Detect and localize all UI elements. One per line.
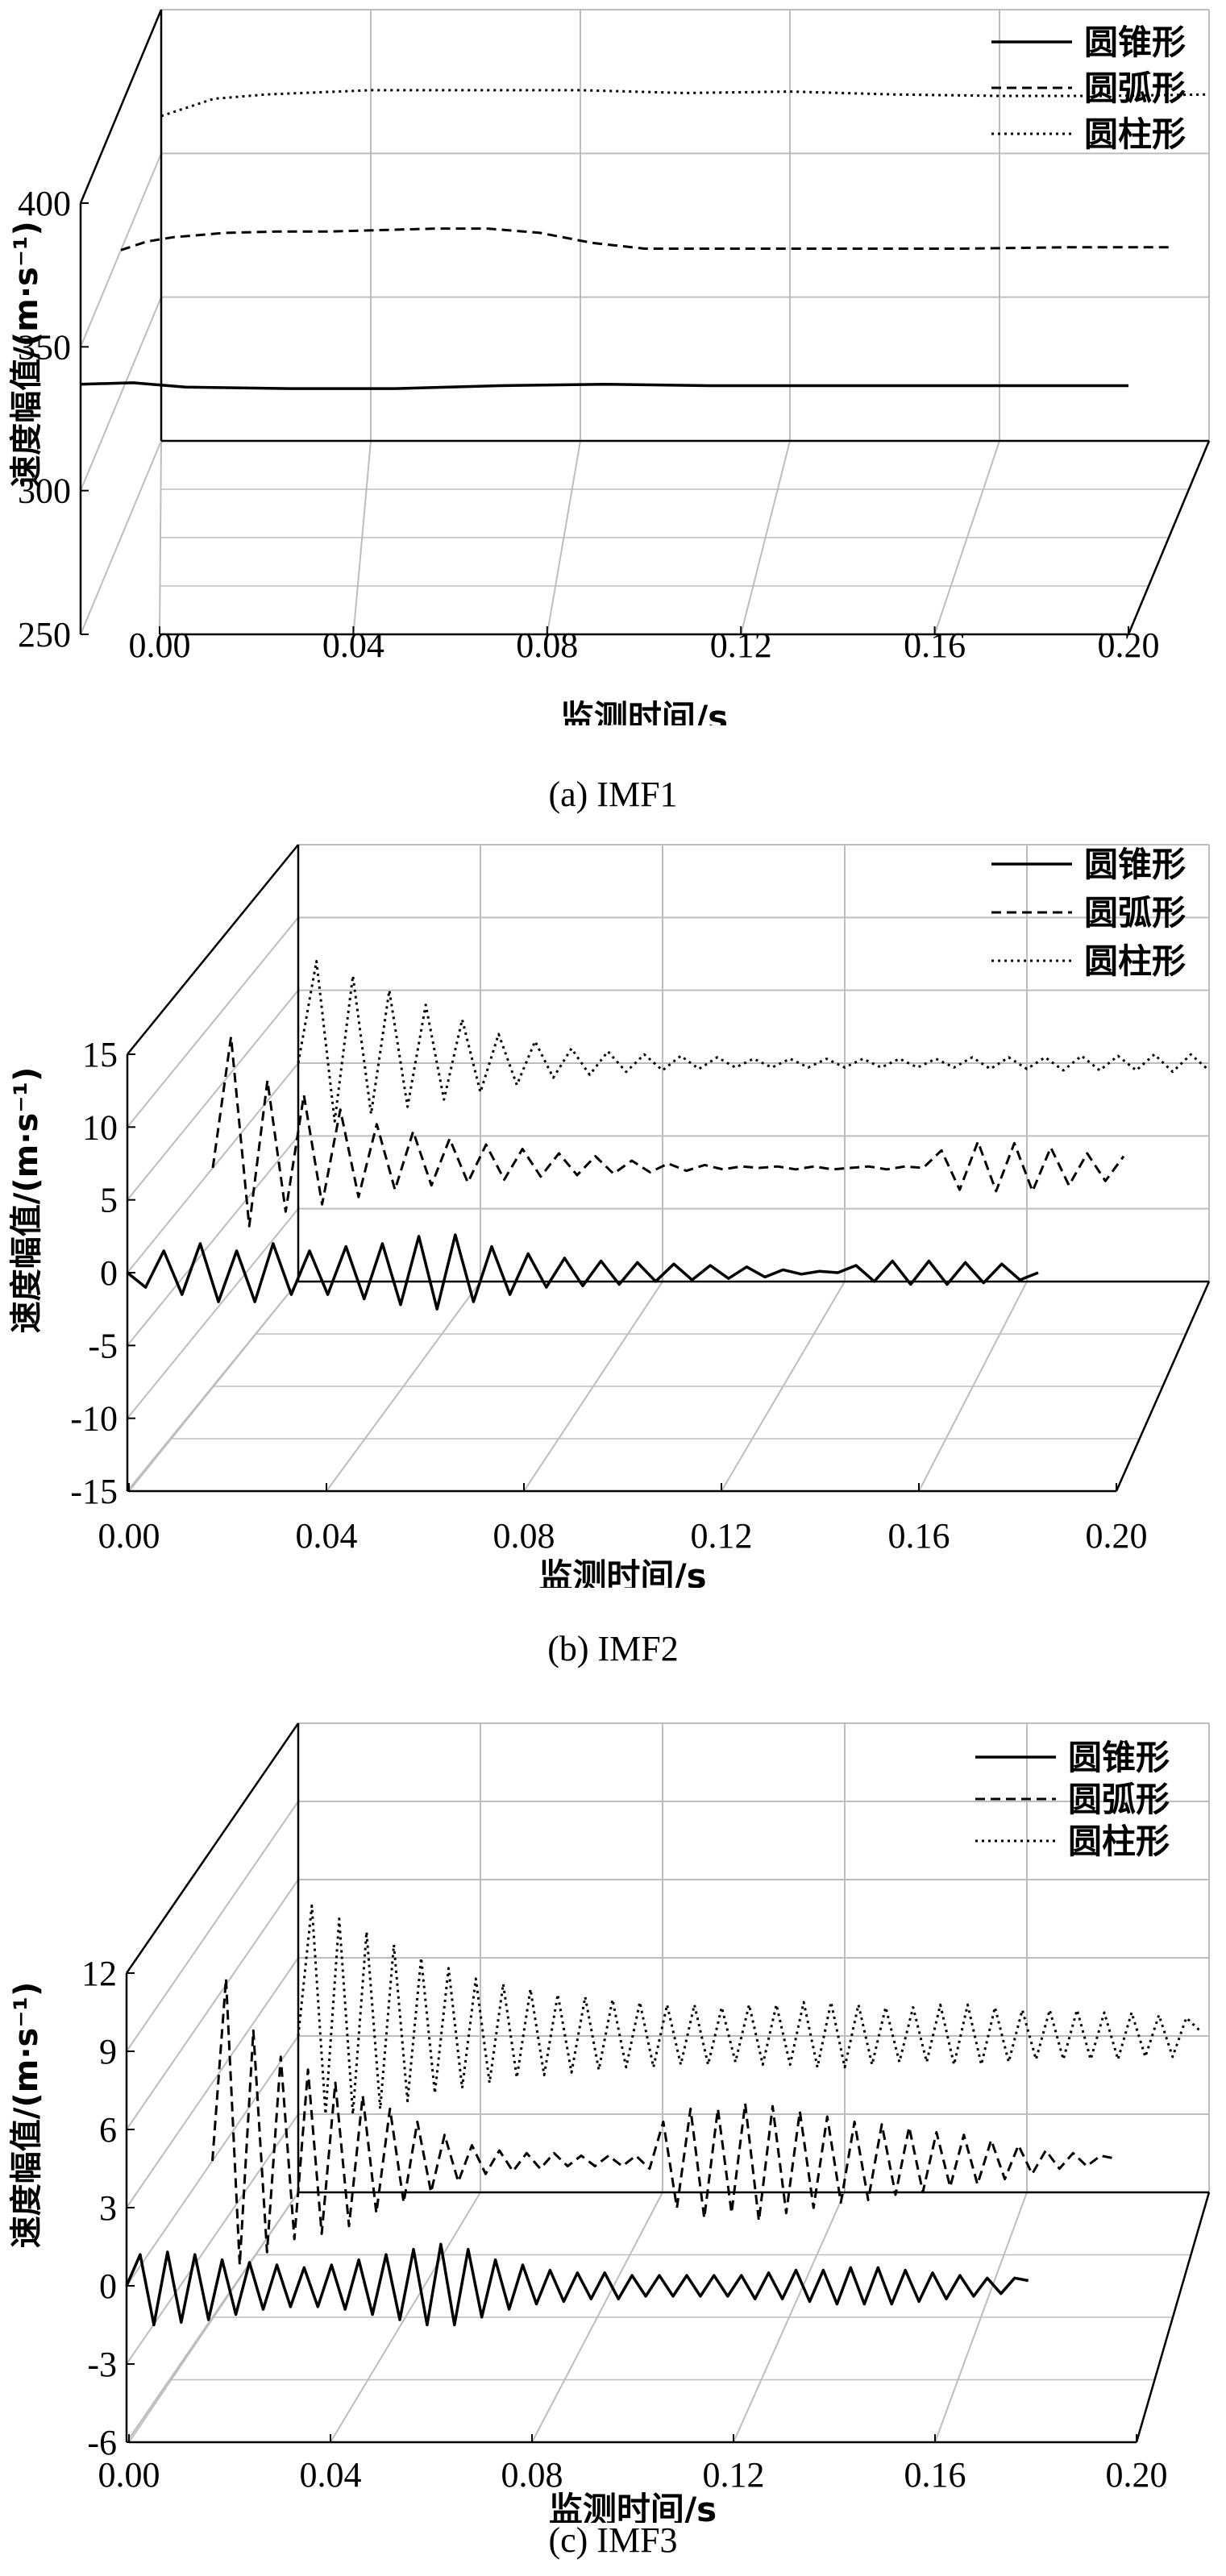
legend-label-3: 圆柱形 [1068, 1822, 1170, 1861]
chart-svg-b: -15 -10 -5 0 5 10 15 0.00 0.04 0.08 0.12 0.16 0.20 监测… [8, 844, 1211, 1588]
chart-caption-b: (b) IMF2 [547, 1629, 679, 1668]
side-wall-top-edge [127, 844, 299, 1055]
legend-label-1: 圆锥形 [1084, 845, 1186, 884]
side-grid-line [80, 152, 162, 347]
x-tick-label: 0.12 [710, 625, 772, 665]
y-tick-label: -10 [70, 1399, 118, 1439]
floor-right-edge [1127, 440, 1211, 635]
x-tick-label: 0.00 [98, 1516, 160, 1556]
x-tick-label: 0.00 [98, 2455, 160, 2495]
x-tick-label: 0.04 [296, 1516, 358, 1556]
x-axis-label: 监测时间/s [560, 698, 728, 725]
side-grid-line [126, 1879, 299, 2130]
chart-panel-c: -6 -3 0 3 6 9 12 0.00 0.04 0.08 0.12 0.16 0.20 监测时间/s… [0, 1709, 1226, 2523]
y-tick-label: 15 [82, 1035, 118, 1074]
side-grid-line [80, 297, 162, 492]
legend-label-1: 圆锥形 [1068, 1738, 1170, 1777]
side-grid-line [127, 1208, 299, 1419]
series-line-2 [211, 1035, 1125, 1228]
side-wall-top-edge [125, 1722, 300, 1974]
y-tick-label: 250 [18, 615, 71, 654]
x-tick-label: 0.16 [888, 1516, 950, 1556]
series-line-1 [126, 1233, 1039, 1311]
series-line-2 [211, 1977, 1115, 2266]
y-axis-label: 速度幅值/(m·s⁻¹) [8, 1067, 45, 1334]
x-tick-label: 0.08 [493, 1516, 555, 1556]
x-tick-label: 0.04 [322, 625, 384, 665]
x-tick-label: 0.20 [1086, 1516, 1148, 1556]
side-wall-top-edge [79, 9, 163, 204]
side-grid-line [80, 440, 162, 635]
y-axis-label: 速度幅值/(m·s⁻¹) [8, 221, 45, 488]
x-tick-label: 0.12 [691, 1516, 753, 1556]
x-tick-label: 0.20 [1098, 625, 1160, 665]
chart-panel-a: 250 300 350 400 0.00 0.04 0.08 0.12 0.16 0.20 监测时间… [0, 0, 1226, 725]
y-tick-label: 350 [18, 327, 71, 367]
series-line-2 [120, 227, 1169, 251]
x-tick-label: 0.20 [1106, 2455, 1168, 2495]
x-tick-label: 0.12 [703, 2455, 765, 2495]
x-axis-label: 监测时间/s [549, 2490, 717, 2523]
chart-caption-a: (a) IMF1 [548, 775, 678, 814]
legend-label-2: 圆弧形 [1068, 1780, 1170, 1819]
y-tick-label: 10 [82, 1107, 118, 1147]
side-grid-line [127, 916, 299, 1128]
y-tick-label: 12 [81, 1954, 117, 1993]
chart-caption-c: (c) IMF3 [548, 2520, 678, 2560]
legend-label-1: 圆锥形 [1084, 23, 1186, 62]
y-tick-label: -5 [88, 1326, 118, 1365]
y-tick-label: 3 [99, 2188, 117, 2228]
x-tick-label: 0.00 [129, 625, 191, 665]
series-line-3 [160, 89, 1210, 118]
floor-right-edge [1115, 1281, 1211, 1492]
chart-svg-a: 250 300 350 400 0.00 0.04 0.08 0.12 0.16 0.20 监测时间… [8, 9, 1211, 725]
x-tick-label: 0.16 [904, 625, 966, 665]
floor-right-edge [1135, 2192, 1211, 2443]
y-tick-label: 300 [18, 472, 71, 511]
x-tick-label: 0.16 [904, 2455, 966, 2495]
chart-panel-b: -15 -10 -5 0 5 10 15 0.00 0.04 0.08 0.12 0.16 0.20 监测… [0, 830, 1226, 1588]
y-tick-label: -3 [87, 2345, 117, 2384]
legend-label-2: 圆弧形 [1084, 69, 1186, 108]
series-line-1 [80, 381, 1128, 390]
y-axis-label: 速度幅值/(m·s⁻¹) [8, 1982, 45, 2249]
y-tick-label: -15 [70, 1472, 118, 1511]
y-tick-label: 0 [100, 1253, 118, 1293]
series-line-1 [125, 2242, 1029, 2327]
y-tick-label: -6 [87, 2423, 117, 2462]
x-tick-label: 0.08 [501, 2455, 563, 2495]
series-line-3 [297, 960, 1210, 1123]
legend-label-3: 圆柱形 [1084, 941, 1186, 981]
x-tick-label: 0.08 [516, 625, 578, 665]
x-axis-label: 监测时间/s [538, 1556, 706, 1588]
side-grid-line [127, 990, 299, 1201]
y-tick-label: 6 [99, 2110, 117, 2150]
series-line-3 [297, 1904, 1201, 2116]
legend-label-3: 圆柱形 [1084, 114, 1186, 154]
side-grid-line [127, 1135, 299, 1346]
y-tick-label: 400 [18, 184, 71, 223]
side-grid-line [126, 1801, 299, 2052]
y-tick-label: 9 [99, 2032, 117, 2071]
legend-label-2: 圆弧形 [1084, 893, 1186, 933]
x-tick-label: 0.04 [300, 2455, 362, 2495]
side-grid-line [126, 1957, 299, 2208]
chart-svg-c: -6 -3 0 3 6 9 12 0.00 0.04 0.08 0.12 0.16 0.20 监测时间/s… [8, 1722, 1211, 2523]
y-tick-label: 5 [100, 1181, 118, 1220]
y-tick-label: 0 [99, 2266, 117, 2306]
